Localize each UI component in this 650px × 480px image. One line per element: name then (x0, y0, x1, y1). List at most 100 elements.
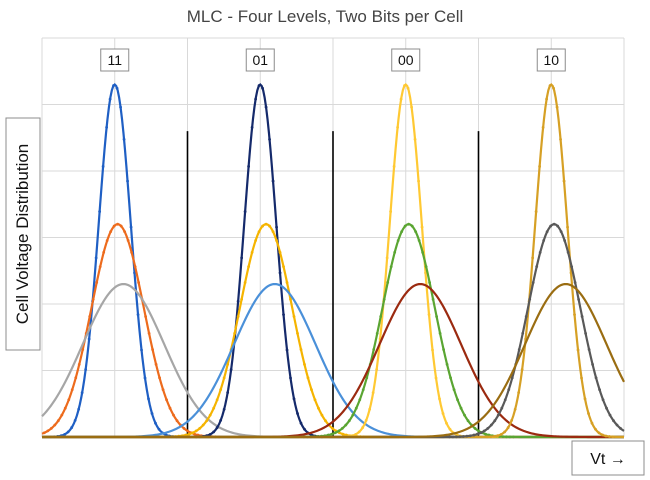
data-point (605, 406, 608, 410)
data-point (116, 222, 120, 226)
data-point (512, 435, 515, 439)
data-point (431, 348, 434, 352)
data-point (147, 332, 151, 335)
data-point (119, 224, 123, 228)
data-point (562, 179, 566, 183)
data-point (615, 423, 619, 427)
data-point (482, 429, 486, 433)
data-point (53, 423, 57, 427)
data-point (580, 315, 584, 318)
data-point (236, 299, 240, 303)
level-label-01: 01 (245, 48, 275, 72)
data-point (541, 125, 545, 129)
level-label-11: 11 (100, 48, 130, 72)
data-point (563, 239, 567, 242)
data-point (531, 281, 535, 284)
data-point (566, 225, 569, 229)
data-point (428, 281, 432, 284)
data-point (472, 433, 476, 437)
y-axis-label-box: Cell Voltage Distribution (5, 117, 41, 351)
level-label-10: 10 (536, 48, 566, 72)
data-point (310, 388, 313, 392)
data-point (243, 281, 247, 284)
data-point (517, 391, 521, 395)
data-point (531, 256, 535, 260)
data-point (473, 427, 477, 430)
data-point (357, 430, 361, 434)
data-point (212, 430, 216, 434)
data-point (552, 86, 555, 90)
data-point (201, 423, 205, 427)
data-point (80, 391, 84, 395)
data-point (222, 376, 226, 380)
data-point (468, 434, 472, 438)
data-point (477, 429, 480, 433)
data-point (271, 179, 275, 183)
data-point (275, 225, 278, 229)
data-point (368, 407, 372, 411)
data-point (240, 297, 244, 301)
data-point (556, 224, 560, 228)
data-point (413, 138, 417, 141)
data-point (285, 281, 289, 284)
data-point (354, 432, 358, 436)
data-point (42, 431, 46, 435)
data-point (549, 224, 553, 228)
data-point (445, 421, 448, 425)
level-label-box (391, 48, 421, 72)
data-point (454, 435, 458, 439)
data-point (208, 432, 212, 436)
data-point (434, 376, 438, 380)
data-point (275, 239, 278, 242)
data-point (566, 251, 570, 254)
data-point (136, 313, 140, 317)
data-point (84, 368, 88, 371)
data-point (393, 251, 397, 254)
data-point (400, 230, 404, 234)
data-point (264, 222, 268, 226)
data-point (508, 435, 512, 439)
data-point (56, 419, 60, 423)
data-point (268, 138, 271, 141)
data-point (63, 432, 67, 436)
data-point (292, 315, 296, 318)
data-point (91, 297, 95, 301)
level-label-text: 00 (398, 52, 414, 68)
data-point (396, 239, 400, 242)
data-point (147, 397, 150, 401)
data-point (371, 391, 375, 395)
data-point (98, 265, 102, 268)
data-point (375, 332, 379, 335)
data-point (528, 297, 532, 301)
level-label-box (536, 48, 566, 72)
data-point (123, 230, 127, 234)
data-point (222, 407, 226, 411)
data-point (341, 432, 345, 436)
data-point (229, 368, 233, 371)
data-point (261, 224, 264, 228)
data-point (74, 376, 78, 380)
data-point (489, 435, 493, 439)
data-point (205, 419, 209, 423)
data-point (186, 429, 189, 433)
data-point (577, 297, 580, 301)
data-point (313, 398, 317, 402)
level-label-text: 10 (543, 52, 559, 68)
data-point (187, 432, 191, 436)
data-point (168, 406, 172, 410)
data-point (559, 138, 562, 141)
data-point (466, 419, 470, 423)
data-point (119, 105, 122, 109)
data-point (410, 105, 413, 109)
data-point (212, 406, 216, 410)
data-point (77, 363, 81, 366)
data-point (475, 432, 479, 436)
data-point (501, 435, 505, 439)
data-point (219, 419, 223, 422)
data-point (379, 315, 383, 318)
data-point (459, 406, 463, 410)
level-label-text: 01 (252, 52, 268, 68)
data-point (292, 397, 296, 401)
data-point (105, 239, 109, 242)
data-point (569, 271, 573, 275)
